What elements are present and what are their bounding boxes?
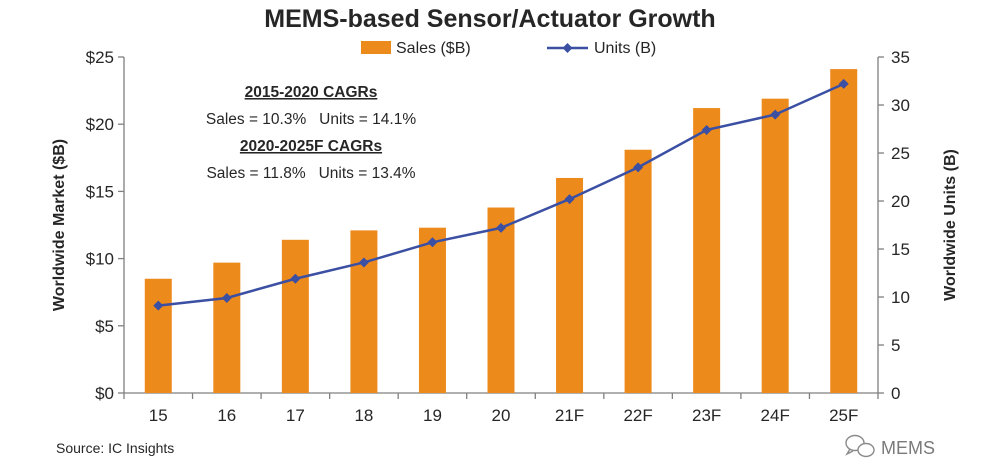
right-tick-label: 20 [891, 192, 910, 211]
x-tick-label: 18 [354, 406, 373, 425]
wechat-icon [845, 434, 875, 458]
sales-bar [487, 207, 515, 393]
left-tick-label: $5 [95, 317, 114, 336]
units-point [701, 124, 712, 135]
x-tick-label: 17 [286, 406, 305, 425]
legend: Sales ($B) Units (B) [361, 40, 656, 57]
legend-label-units: Units (B) [594, 40, 656, 57]
sales-bar [281, 239, 309, 393]
sales-bar [556, 177, 584, 393]
left-tick-label: $15 [86, 182, 114, 201]
x-axis-ticks: 15 16 17 18 19 20 21F 22F 23F 24F 25F [123, 393, 879, 425]
legend-label-sales: Sales ($B) [396, 40, 471, 57]
left-axis-ticks: $0 $5 $10 $15 $20 $25 [86, 48, 124, 403]
units-point [221, 292, 232, 303]
right-tick-label: 30 [891, 96, 910, 115]
source-note: Source: IC Insights [56, 440, 174, 456]
sales-bars [144, 69, 858, 394]
units-point [838, 78, 849, 89]
right-axis-ticks: 0 5 10 15 20 25 30 35 [878, 48, 910, 403]
watermark-text: MEMS [881, 438, 935, 458]
sales-bar [693, 108, 721, 394]
right-tick-label: 35 [891, 48, 910, 67]
sales-bar [350, 230, 378, 393]
cagr-2020-2025-values: Sales = 11.8% Units = 13.4% [206, 165, 415, 182]
right-tick-label: 0 [891, 384, 900, 403]
cagr-2015-2020-values: Sales = 10.3% Units = 14.1% [206, 111, 416, 128]
sales-bar [418, 227, 446, 393]
y-axis-label-left: Worldwide Market ($B) [51, 139, 68, 311]
x-tick-label: 20 [492, 406, 511, 425]
sales-bar [761, 98, 789, 393]
sales-bar [624, 149, 652, 393]
units-point [496, 222, 506, 233]
chart-title: MEMS-based Sensor/Actuator Growth [264, 5, 715, 33]
left-tick-label: $25 [86, 48, 114, 67]
units-point [153, 300, 164, 311]
units-point [770, 109, 781, 120]
right-tick-label: 15 [891, 240, 910, 259]
units-point [633, 162, 644, 173]
cagr-2020-2025-title: 2020-2025F CAGRs [240, 138, 382, 155]
sales-bar [213, 262, 241, 393]
units-point [358, 257, 369, 268]
cagr-annotation: 2015-2020 CAGRs Sales = 10.3% Units = 14… [206, 84, 416, 182]
right-tick-label: 10 [891, 288, 910, 307]
x-tick-label: 21F [555, 406, 584, 425]
y-axis-label-right: Worldwide Units (B) [942, 149, 959, 301]
units-line [153, 78, 849, 311]
legend-swatch-sales [361, 41, 391, 54]
units-point [427, 237, 438, 248]
x-tick-label: 22F [623, 406, 652, 425]
watermark: MEMS [845, 434, 935, 458]
right-tick-label: 25 [891, 144, 910, 163]
left-tick-label: $20 [86, 115, 114, 134]
legend-marker-units [562, 43, 573, 53]
left-tick-label: $10 [86, 250, 114, 269]
x-tick-label: 25F [829, 406, 858, 425]
x-tick-label: 16 [217, 406, 236, 425]
right-tick-label: 5 [891, 336, 900, 355]
left-tick-label: $0 [95, 384, 114, 403]
sales-bar [144, 278, 172, 393]
sales-bar [830, 69, 858, 393]
x-tick-label: 23F [692, 406, 721, 425]
x-tick-label: 15 [149, 406, 168, 425]
units-point [290, 273, 301, 284]
x-tick-label: 24F [761, 406, 790, 425]
units-point [564, 194, 575, 205]
cagr-2015-2020-title: 2015-2020 CAGRs [245, 84, 378, 101]
x-tick-label: 19 [423, 406, 442, 425]
